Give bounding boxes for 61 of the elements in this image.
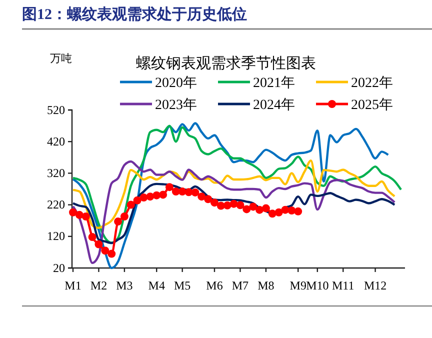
legend-label: 2020年 [155,75,197,91]
legend-label: 2022年 [351,75,393,91]
point [101,246,110,255]
x-tick-label: M7 [232,278,249,292]
point [133,196,142,204]
point [94,240,103,248]
point [120,212,128,220]
legend-label: 2025年 [351,97,393,113]
point [75,210,84,219]
point [126,200,135,209]
y-tick-label: 220 [47,198,65,212]
y-tick-label: 120 [47,229,65,244]
point [69,208,77,216]
point [294,207,302,216]
x-tick-label: M2 [90,278,108,292]
point [249,202,258,211]
line-series [72,159,396,229]
x-tick-label: M10 [306,278,329,292]
point [274,208,283,216]
point [159,190,168,199]
y-axis-title: 万吨 [50,52,72,65]
point [140,194,148,202]
point [242,205,251,214]
chart-title: 图12：螺纹表观需求处于历史低位 [22,6,247,23]
legend-label: 2023年 [155,97,197,113]
x-tick-label: M3 [116,278,133,292]
point [82,212,90,220]
point [114,218,122,226]
point [146,192,154,201]
x-tick-label: M8 [258,278,274,292]
line-series [72,124,402,244]
point [108,250,116,258]
chart-subtitle: 螺纹钢表观需求季节性图表 [136,55,316,72]
legend-label: 2021年 [253,75,295,91]
x-tick-label: M4 [148,278,165,292]
point [268,210,276,218]
y-tick-label: 420 [47,134,65,148]
point [262,204,270,212]
point [210,198,218,207]
x-tick-label: M5 [174,278,191,292]
x-tick-label: M1 [64,278,82,292]
x-tick-label: M6 [206,278,223,292]
point [165,183,174,192]
y-tick-label: 320 [47,166,65,180]
point [223,201,232,210]
y-tick-label: 20 [53,260,65,275]
point [88,233,96,242]
x-tick-label: M11 [332,278,354,292]
line-series [72,122,390,270]
point [256,206,264,214]
point [236,201,244,210]
point [172,188,180,196]
x-tick-label: M12 [364,278,387,292]
line-series [72,160,396,264]
y-tick-label: 520 [47,102,65,117]
legend-label: 2024年 [253,97,295,113]
x-tick-label: M9 [290,278,306,292]
point [198,192,206,201]
point [191,188,200,196]
point [288,206,296,214]
point [204,195,212,204]
